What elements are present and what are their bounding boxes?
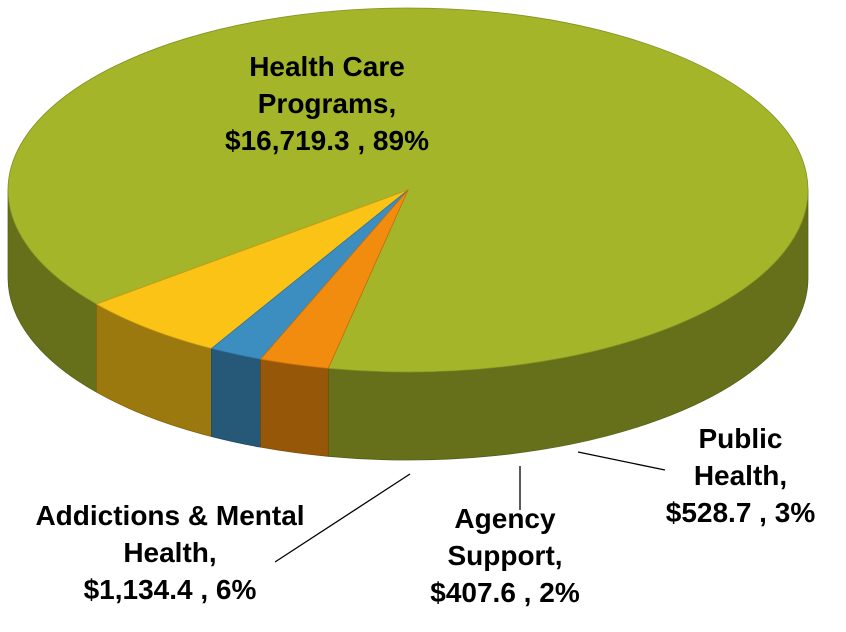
data-label-text: Addictions & Mental Health, $1,134.4 , 6% — [35, 497, 305, 608]
slice — [95, 189, 409, 349]
slice-tops — [7, 7, 809, 373]
label-part: Agency Support, — [447, 503, 563, 571]
label-part: Public Health, — [693, 423, 788, 491]
leader-line — [274, 473, 411, 563]
label-part: Addictions & Mental Health, — [35, 500, 305, 568]
data-label: Public Health, $528.7 , 3% — [648, 420, 833, 531]
slice — [259, 189, 409, 369]
slice-side — [211, 348, 261, 448]
label-part: $407.6 , 2% — [430, 577, 580, 608]
data-label-text: Health Care Programs, $16,719.3 , 89% — [187, 48, 467, 159]
data-label: Addictions & Mental Health, $1,134.4 , 6% — [35, 497, 305, 608]
data-label: Health Care Programs, $16,719.3 , 89% — [187, 48, 467, 159]
label-part: $16,719.3 , 89% — [225, 125, 429, 156]
slice-side — [260, 358, 329, 457]
data-label: Agency Support, $407.6 , 2% — [405, 500, 605, 611]
label-part: $1,134.4 , 6% — [83, 574, 257, 605]
label-part: $528.7 , 3% — [665, 497, 816, 528]
slice-sides — [7, 189, 809, 461]
data-label-text: Public Health, $528.7 , 3% — [648, 420, 833, 531]
data-label-text: Agency Support, $407.6 , 2% — [405, 500, 605, 611]
label-part: Health Care Programs, — [249, 51, 405, 119]
leader-line — [577, 451, 666, 471]
